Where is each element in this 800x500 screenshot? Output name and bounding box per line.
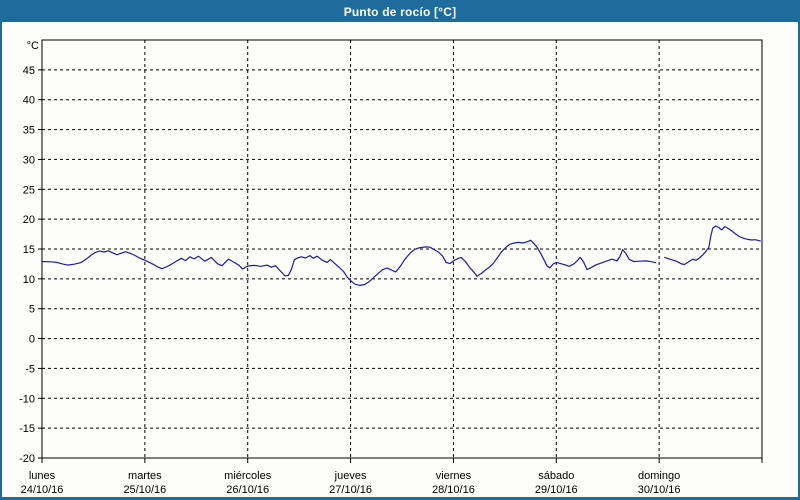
y-tick-label: 30 xyxy=(23,154,35,166)
window-title-bar: Punto de rocío [°C] xyxy=(2,2,798,22)
dew-point-chart: °C 45 40 35 30 25 20 15 10 5 0 -5 -10 -15 -20 lunes 24/1… xyxy=(19,39,763,496)
y-axis-unit-label: °C xyxy=(27,40,39,52)
x-date-label: 24/10/16 xyxy=(21,484,64,496)
x-date-label: 28/10/16 xyxy=(432,484,475,496)
y-tick-label: -10 xyxy=(19,393,35,405)
x-day-label: lunes xyxy=(29,470,56,482)
y-tick-label: 25 xyxy=(23,184,35,196)
y-tick-label: 45 xyxy=(23,65,35,77)
x-day-label: miércoles xyxy=(224,470,272,482)
dew-point-series-line xyxy=(664,225,761,266)
plot-frame xyxy=(41,39,763,459)
y-tick-label: 20 xyxy=(23,214,35,226)
y-tick-label: 15 xyxy=(23,244,35,256)
y-tick-label: 40 xyxy=(23,95,35,107)
x-day-label: martes xyxy=(128,470,162,482)
y-tick-label: 35 xyxy=(23,125,35,137)
dew-point-series-line xyxy=(41,239,657,286)
x-date-label: 25/10/16 xyxy=(123,484,166,496)
y-tick-label: 5 xyxy=(29,304,35,316)
x-date-label: 27/10/16 xyxy=(329,484,372,496)
y-tick-label: 0 xyxy=(29,334,35,346)
x-day-label: sábado xyxy=(538,470,574,482)
window-title: Punto de rocío [°C] xyxy=(343,5,457,19)
x-day-label: viernes xyxy=(436,470,472,482)
x-date-label: 29/10/16 xyxy=(535,484,578,496)
y-tick-label: -5 xyxy=(25,363,35,375)
x-date-label: 26/10/16 xyxy=(226,484,269,496)
y-tick-label: 10 xyxy=(23,274,35,286)
y-tick-label: -20 xyxy=(19,453,35,465)
x-date-label: 30/10/16 xyxy=(638,484,681,496)
x-day-label: jueves xyxy=(334,470,367,482)
y-tick-label: -15 xyxy=(19,423,35,435)
x-day-label: domingo xyxy=(638,470,680,482)
